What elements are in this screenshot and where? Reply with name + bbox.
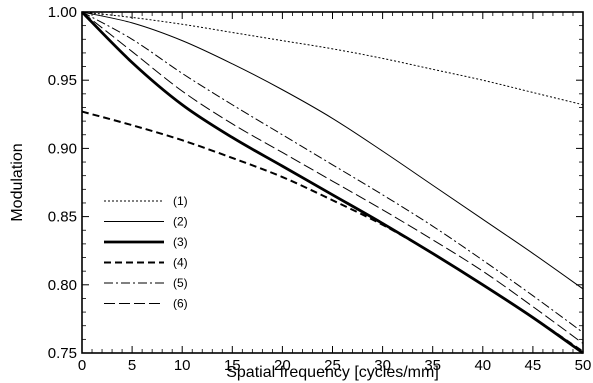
x-tick-label: 50 — [575, 357, 592, 374]
legend: (1) (2) (3) (4) (5) (6) — [104, 194, 188, 311]
x-tick-label: 25 — [324, 357, 341, 374]
series-layer — [81, 11, 584, 355]
x-tick-label: 45 — [525, 357, 542, 374]
series-line-6 — [81, 11, 584, 344]
legend-label-3: (3) — [173, 235, 188, 249]
series-line-3 — [81, 11, 584, 355]
x-tick-label: 5 — [128, 357, 136, 374]
series-line-1 — [81, 11, 584, 106]
plot-frame — [81, 11, 584, 354]
series-line-4 — [81, 110, 584, 353]
tick-labels: 0 5 10 15 20 25 30 35 40 45 50 0.75 0.80 0.85 0.90 0.95… — [48, 4, 592, 374]
x-tick-label: 40 — [474, 357, 491, 374]
x-axis-label: Spatial frequency [cycles/mm] — [226, 364, 439, 381]
x-tick-label: 0 — [78, 357, 86, 374]
y-tick-label: 0.95 — [48, 72, 77, 89]
y-tick-label: 0.85 — [48, 209, 77, 226]
x-tick-label: 10 — [174, 357, 191, 374]
legend-label-4: (4) — [173, 256, 188, 270]
legend-label-6: (6) — [173, 297, 188, 311]
x-tick-label: 35 — [424, 357, 441, 374]
x-tick-label: 30 — [374, 357, 391, 374]
y-tick-label: 0.90 — [48, 140, 77, 157]
series-line-5 — [81, 11, 584, 333]
x-tick-label: 20 — [274, 357, 291, 374]
y-tick-label: 0.75 — [48, 345, 77, 362]
series-line-2 — [81, 11, 584, 290]
legend-label-2: (2) — [173, 215, 188, 229]
y-tick-label: 1.00 — [48, 4, 77, 21]
legend-label-5: (5) — [173, 276, 188, 290]
x-tick-label: 15 — [224, 357, 241, 374]
y-tick-label: 0.80 — [48, 277, 77, 294]
legend-label-1: (1) — [173, 194, 188, 208]
y-axis-label: Modulation — [9, 143, 26, 221]
